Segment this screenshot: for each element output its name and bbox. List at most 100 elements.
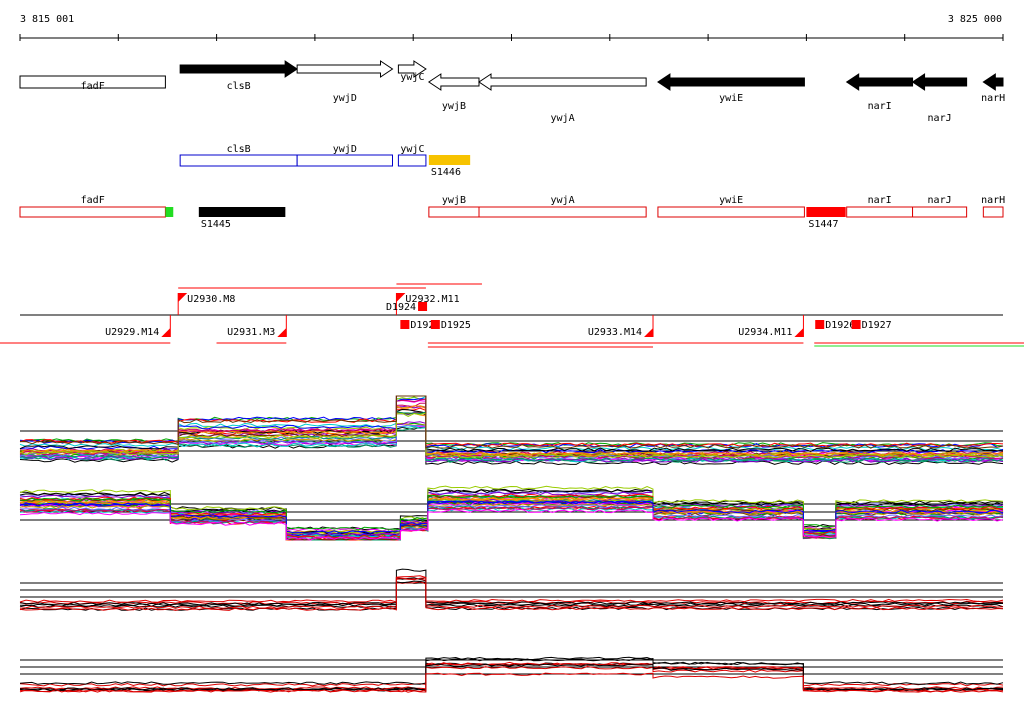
downshift-d1926[interactable]: D1926 xyxy=(815,320,855,331)
gene-arrow[interactable] xyxy=(397,60,427,78)
downshift-box[interactable] xyxy=(400,320,410,329)
downshift-d1927[interactable]: D1927 xyxy=(851,320,892,331)
expression-profile xyxy=(19,578,1004,605)
operon-box[interactable] xyxy=(846,206,914,218)
expression-profile xyxy=(19,661,1004,693)
operon-blue-ywjd[interactable]: ywjD xyxy=(296,144,393,167)
operon-red-narj[interactable]: narJ xyxy=(912,195,968,218)
operon-box[interactable] xyxy=(982,206,1004,218)
transcript-label: U2932.M11 xyxy=(405,294,459,305)
transcript-flag[interactable] xyxy=(161,328,171,337)
operon-label: ywjC xyxy=(400,144,424,155)
gene-fadf[interactable]: fadF xyxy=(19,75,166,92)
gene-clsb[interactable]: clsB xyxy=(179,60,299,92)
gene-arrow[interactable] xyxy=(179,60,299,78)
downshift-label: D1925 xyxy=(441,320,471,331)
transcript-flag[interactable] xyxy=(644,328,654,337)
transcript-track: U2930.M8 U2932.M11 U2929.M14 U2931.M3 U2933.… xyxy=(0,283,1024,348)
sigma-box[interactable] xyxy=(806,207,846,217)
operon-red-ywjb[interactable]: ywjB xyxy=(428,195,480,218)
operon-label: narJ xyxy=(928,195,952,206)
operon-box[interactable] xyxy=(428,206,480,218)
transcript-label: U2931.M3 xyxy=(227,327,275,338)
expression-profile xyxy=(19,395,1004,447)
expression-panel-3 xyxy=(19,568,1004,611)
sigma-box[interactable] xyxy=(198,207,286,217)
operon-box[interactable] xyxy=(19,206,166,218)
expression-profile xyxy=(19,580,1004,608)
downshift-box[interactable] xyxy=(430,320,440,329)
downshift-box[interactable] xyxy=(815,320,825,329)
expression-profile xyxy=(19,412,1004,459)
transcript-upper-0[interactable]: U2930.M8 xyxy=(177,293,235,315)
downshift-d1924[interactable]: D1924 xyxy=(386,302,428,313)
transcript-label: U2933.M14 xyxy=(588,327,642,338)
gene-arrow[interactable] xyxy=(982,73,1004,91)
sigma-site-s1446[interactable]: S1446 xyxy=(428,155,471,178)
gene-ywie[interactable]: ywiE xyxy=(657,73,805,104)
ruler-start-label: 3 815 001 xyxy=(20,14,74,25)
gene-narj[interactable]: narJ xyxy=(911,73,968,124)
ruler-end-label: 3 825 000 xyxy=(948,14,1002,25)
gene-arrow[interactable] xyxy=(19,75,166,89)
transcript-flag[interactable] xyxy=(396,293,406,302)
transcript-label: U2930.M8 xyxy=(187,294,235,305)
operon-red-ywja[interactable]: ywjA xyxy=(478,195,647,218)
sigma-box[interactable] xyxy=(428,155,471,165)
gene-label: narI xyxy=(868,101,892,112)
operon-red-fadf[interactable]: fadF xyxy=(19,195,166,218)
expression-panel-4 xyxy=(19,656,1004,693)
operon-box[interactable] xyxy=(397,154,427,167)
expression-panel-1 xyxy=(19,395,1004,466)
gene-nari[interactable]: narI xyxy=(845,73,914,112)
operon-blue-clsb[interactable]: clsB xyxy=(179,144,298,167)
gene-label: clsB xyxy=(227,81,251,92)
gene-arrow[interactable] xyxy=(911,73,968,91)
gene-ywjc[interactable]: ywjC xyxy=(397,60,427,83)
operon-red-nari[interactable]: narI xyxy=(846,195,914,218)
operon-red-narh[interactable]: narH xyxy=(981,195,1005,218)
transcript-flag[interactable] xyxy=(794,328,804,337)
operon-box[interactable] xyxy=(478,206,647,218)
transcript-lower-0[interactable]: U2929.M14 xyxy=(105,315,171,338)
transcript-flag[interactable] xyxy=(178,293,188,302)
downshift-box[interactable] xyxy=(418,302,428,311)
operon-label: narI xyxy=(868,195,892,206)
sigma-site-s1445[interactable]: S1445 xyxy=(198,207,286,230)
gene-label: narH xyxy=(981,93,1005,104)
transcript-upper-1[interactable]: U2932.M11 xyxy=(395,293,460,315)
gene-arrow[interactable] xyxy=(478,73,647,91)
operon-box[interactable] xyxy=(296,154,393,167)
transcript-flag[interactable] xyxy=(277,328,287,337)
downshift-box[interactable] xyxy=(851,320,861,329)
expression-profile xyxy=(19,577,1004,603)
transcript-lower-2[interactable]: U2933.M14 xyxy=(588,315,654,338)
expression-profile xyxy=(19,395,1004,449)
gene-ywjd[interactable]: ywjD xyxy=(296,60,394,104)
downshift-d192[interactable]: D192 xyxy=(400,320,434,331)
gene-arrow[interactable] xyxy=(657,73,805,91)
operon-track-blue: clsB ywjD ywjC S1446 xyxy=(179,144,471,178)
sigma-site-s1447[interactable]: S1447 xyxy=(806,207,846,230)
expression-profile xyxy=(19,405,1004,457)
downshift-label: D1924 xyxy=(386,302,416,313)
sigma-label: S1447 xyxy=(808,219,838,230)
gene-narh[interactable]: narH xyxy=(981,73,1005,104)
operon-blue-ywjc[interactable]: ywjC xyxy=(397,144,427,167)
gene-ywja[interactable]: ywjA xyxy=(478,73,647,124)
gene-arrow[interactable] xyxy=(427,73,480,91)
transcript-lower-1[interactable]: U2931.M3 xyxy=(227,315,287,338)
expression-profile xyxy=(19,423,1004,457)
operon-label: ywjB xyxy=(442,195,466,206)
gene-ywjb[interactable]: ywjB xyxy=(427,73,480,112)
operon-box[interactable] xyxy=(657,206,805,218)
operon-red-ywie[interactable]: ywiE xyxy=(657,195,805,218)
operon-box[interactable] xyxy=(179,154,298,167)
gene-arrow[interactable] xyxy=(845,73,914,91)
gene-arrow[interactable] xyxy=(296,60,394,78)
downshift-d1925[interactable]: D1925 xyxy=(430,320,471,331)
operon-box[interactable] xyxy=(912,206,968,218)
gene-label: ywjC xyxy=(400,72,424,83)
operon-label: ywjA xyxy=(551,195,575,206)
transcript-lower-3[interactable]: U2934.M11 xyxy=(738,315,804,338)
